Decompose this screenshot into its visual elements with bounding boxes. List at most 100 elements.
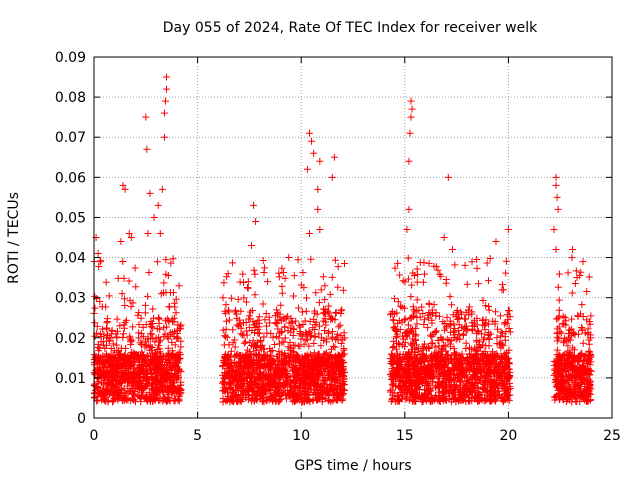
x-tick-label: 15 (396, 428, 414, 444)
data-point (135, 321, 143, 329)
data-point (280, 338, 288, 346)
data-point (173, 359, 181, 367)
data-point (156, 338, 164, 346)
data-point (91, 382, 99, 390)
y-tick-label: 0.02 (55, 331, 86, 347)
data-point (334, 283, 342, 291)
data-point (100, 393, 108, 401)
data-point (122, 395, 130, 403)
data-point (156, 387, 164, 395)
y-tick-label: 0.08 (55, 90, 86, 106)
data-point (153, 258, 161, 266)
data-point (224, 306, 232, 314)
data-point (104, 398, 112, 406)
data-point (222, 301, 230, 309)
data-point (163, 397, 171, 405)
data-point (165, 393, 173, 401)
data-point (248, 341, 256, 349)
data-point (115, 385, 123, 393)
y-tick-label: 0.05 (55, 210, 86, 226)
data-point (260, 333, 268, 341)
data-point (112, 330, 120, 338)
data-point (260, 269, 268, 277)
data-point (225, 308, 233, 316)
data-point (321, 315, 329, 323)
data-point (132, 283, 140, 291)
y-tick-label: 0.06 (55, 170, 86, 186)
data-point (299, 268, 307, 276)
data-point (315, 322, 323, 330)
data-point (100, 330, 108, 338)
data-point (319, 273, 327, 281)
data-point (175, 386, 183, 394)
data-point (91, 319, 99, 327)
data-point (273, 306, 281, 314)
data-point (151, 386, 159, 394)
data-point (125, 372, 133, 380)
data-point (242, 298, 250, 306)
data-point (114, 386, 122, 394)
data-point (129, 323, 137, 331)
data-point (259, 300, 267, 308)
data-point (223, 273, 231, 281)
data-point (155, 315, 163, 323)
data-point (121, 352, 129, 360)
data-point (132, 369, 140, 377)
data-point (120, 295, 128, 303)
data-point (339, 286, 347, 294)
data-point (261, 316, 269, 324)
data-point (141, 337, 149, 345)
data-point (103, 332, 111, 340)
data-point (169, 289, 177, 297)
data-point (240, 339, 248, 347)
data-point (222, 325, 230, 333)
data-point (108, 356, 116, 364)
data-point (109, 397, 117, 405)
data-point (126, 297, 134, 305)
data-point (337, 395, 345, 403)
data-point (229, 259, 237, 267)
data-point (162, 270, 170, 278)
data-point (256, 337, 264, 345)
data-point (333, 330, 341, 338)
data-point (129, 365, 137, 373)
data-point (131, 264, 139, 272)
data-point (306, 385, 314, 393)
data-point (174, 368, 182, 376)
data-point (166, 331, 174, 339)
data-point (101, 374, 109, 382)
data-point (174, 350, 182, 358)
data-point (296, 328, 304, 336)
data-point (158, 372, 166, 380)
data-point (146, 361, 154, 369)
data-point (136, 368, 144, 376)
data-point (96, 297, 104, 305)
data-point (336, 321, 344, 329)
data-point (325, 302, 333, 310)
data-point (153, 394, 161, 402)
chart-title: Day 055 of 2024, Rate Of TEC Index for r… (163, 20, 538, 36)
data-point (156, 380, 164, 388)
data-point (137, 394, 145, 402)
data-point (97, 338, 105, 346)
x-tick-label: 5 (193, 428, 202, 444)
data-point (127, 341, 135, 349)
data-point (140, 385, 148, 393)
data-point (142, 341, 150, 349)
data-point (154, 366, 162, 374)
data-point (149, 305, 157, 313)
data-point (337, 339, 345, 347)
data-point (310, 340, 318, 348)
data-point (113, 333, 121, 341)
data-point (239, 270, 247, 278)
data-point (108, 370, 116, 378)
data-point (143, 363, 151, 371)
data-point (144, 381, 152, 389)
data-point (144, 397, 152, 405)
data-point (111, 374, 119, 382)
data-point (141, 309, 149, 317)
data-point (167, 352, 175, 360)
data-point (125, 359, 133, 367)
data-point (91, 389, 99, 397)
data-point (101, 344, 109, 352)
